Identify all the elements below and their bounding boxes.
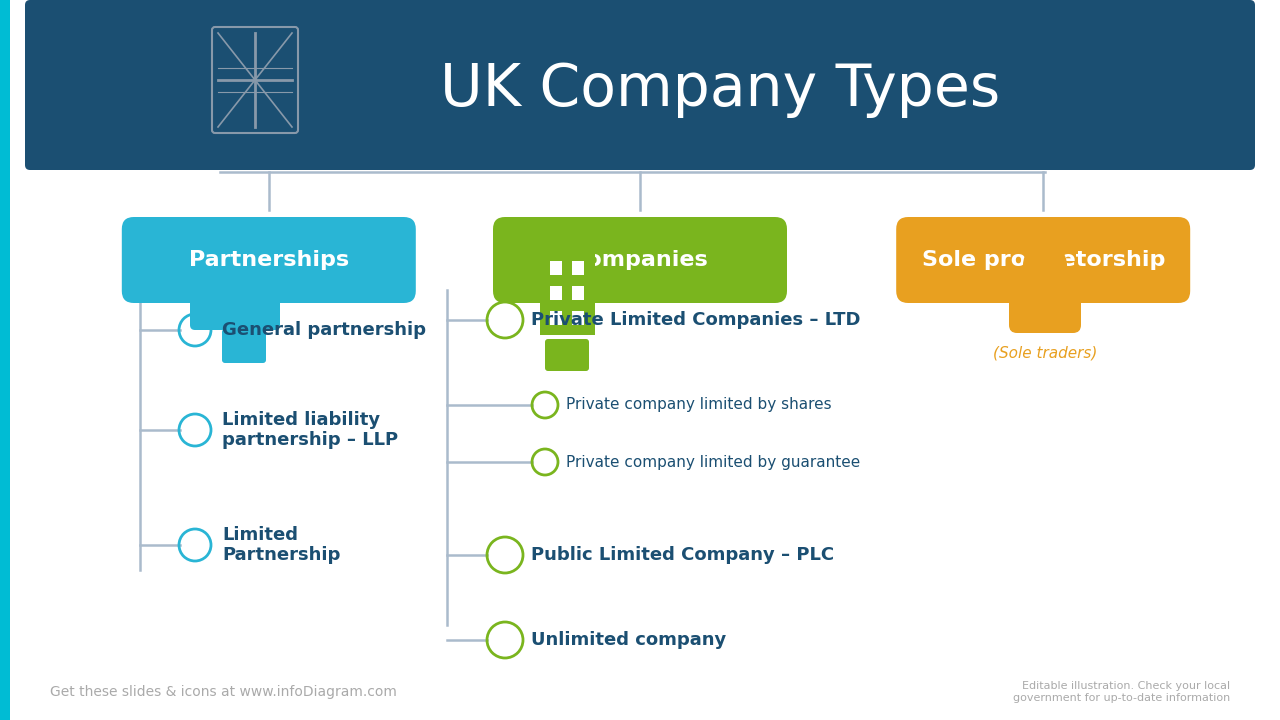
Circle shape	[205, 270, 236, 300]
FancyBboxPatch shape	[550, 311, 562, 325]
FancyBboxPatch shape	[545, 339, 589, 371]
Text: Partnerships: Partnerships	[188, 250, 349, 270]
FancyBboxPatch shape	[122, 217, 416, 303]
Text: Limited
Partnership: Limited Partnership	[221, 526, 340, 564]
Text: General partnership: General partnership	[221, 321, 426, 339]
FancyBboxPatch shape	[220, 285, 280, 330]
FancyBboxPatch shape	[572, 311, 584, 325]
FancyBboxPatch shape	[221, 329, 266, 363]
Text: Editable illustration. Check your local
government for up-to-date information: Editable illustration. Check your local …	[1012, 681, 1230, 703]
FancyBboxPatch shape	[26, 0, 1254, 170]
Text: Private company limited by shares: Private company limited by shares	[566, 397, 832, 413]
Text: Unlimited company: Unlimited company	[531, 631, 726, 649]
FancyBboxPatch shape	[572, 261, 584, 275]
Circle shape	[236, 270, 265, 300]
FancyBboxPatch shape	[896, 217, 1190, 303]
Text: Limited liability
partnership – LLP: Limited liability partnership – LLP	[221, 410, 398, 449]
FancyBboxPatch shape	[572, 286, 584, 300]
Text: Sole proprietorship: Sole proprietorship	[922, 250, 1165, 270]
Text: Companies: Companies	[571, 250, 709, 270]
Circle shape	[1023, 243, 1068, 287]
FancyBboxPatch shape	[0, 0, 10, 720]
Text: Get these slides & icons at www.infoDiagram.com: Get these slides & icons at www.infoDiag…	[50, 685, 397, 699]
FancyBboxPatch shape	[212, 27, 298, 133]
Text: Private company limited by guarantee: Private company limited by guarantee	[566, 454, 860, 469]
FancyBboxPatch shape	[540, 250, 595, 335]
FancyBboxPatch shape	[1009, 267, 1082, 333]
Text: Public Limited Company – PLC: Public Limited Company – PLC	[531, 546, 835, 564]
FancyBboxPatch shape	[189, 285, 250, 330]
Text: Private Limited Companies – LTD: Private Limited Companies – LTD	[531, 311, 860, 329]
FancyBboxPatch shape	[550, 261, 562, 275]
FancyBboxPatch shape	[493, 217, 787, 303]
Text: UK Company Types: UK Company Types	[440, 61, 1000, 119]
FancyBboxPatch shape	[550, 286, 562, 300]
Text: (Sole traders): (Sole traders)	[993, 346, 1097, 361]
